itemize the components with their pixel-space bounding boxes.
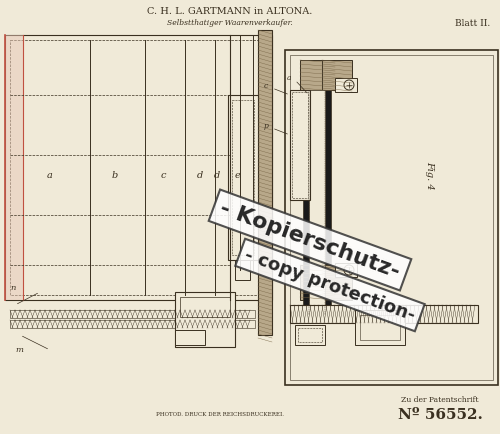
Bar xyxy=(335,78,357,92)
Text: b: b xyxy=(112,171,118,180)
Bar xyxy=(290,90,310,200)
Bar xyxy=(325,90,331,315)
Text: a: a xyxy=(287,74,292,82)
Bar xyxy=(228,95,258,260)
Bar xyxy=(322,265,352,300)
Bar xyxy=(290,305,478,323)
Text: c: c xyxy=(264,82,268,90)
Text: n: n xyxy=(10,284,16,292)
Circle shape xyxy=(344,265,354,275)
Text: Selbstthatiger Waarenverkaufer.: Selbstthatiger Waarenverkaufer. xyxy=(167,19,293,27)
Bar xyxy=(300,60,335,90)
Text: a: a xyxy=(47,171,53,180)
Bar xyxy=(5,35,23,300)
Text: c: c xyxy=(160,171,166,180)
Text: - copy protection-: - copy protection- xyxy=(242,246,418,324)
Circle shape xyxy=(344,80,354,90)
Bar xyxy=(335,263,357,277)
Bar xyxy=(285,50,498,385)
Bar xyxy=(235,260,250,280)
Text: Zu der Patentschrift: Zu der Patentschrift xyxy=(401,396,479,404)
Bar xyxy=(232,100,254,255)
Bar xyxy=(10,40,267,295)
Text: d: d xyxy=(197,171,203,180)
Bar xyxy=(298,328,322,342)
Bar xyxy=(309,90,325,315)
Text: C. H. L. GARTMANN in ALTONA.: C. H. L. GARTMANN in ALTONA. xyxy=(148,7,312,16)
Text: e: e xyxy=(234,171,240,180)
Text: m: m xyxy=(15,346,23,354)
Text: - Kopierschutz-: - Kopierschutz- xyxy=(218,198,402,282)
Text: Blatt II.: Blatt II. xyxy=(455,19,490,27)
Bar xyxy=(292,92,308,198)
Text: Fig. 4: Fig. 4 xyxy=(426,161,434,189)
Bar xyxy=(258,30,272,335)
Bar xyxy=(180,297,230,317)
Bar xyxy=(10,310,255,318)
Text: PHOTOD. DRUCK DER REICHSDRUCKEREI.: PHOTOD. DRUCK DER REICHSDRUCKEREI. xyxy=(156,412,284,418)
Text: p: p xyxy=(264,122,269,130)
Bar xyxy=(322,60,352,90)
Bar xyxy=(5,35,272,300)
Bar xyxy=(295,325,325,345)
Bar xyxy=(175,292,235,347)
Bar xyxy=(10,320,255,328)
Bar xyxy=(355,310,405,345)
Bar xyxy=(360,315,400,340)
Bar xyxy=(300,265,335,300)
Bar xyxy=(175,330,205,345)
Text: d: d xyxy=(214,171,220,180)
Bar xyxy=(303,90,309,315)
Text: Nº 56552.: Nº 56552. xyxy=(398,408,482,422)
Bar xyxy=(290,55,493,380)
